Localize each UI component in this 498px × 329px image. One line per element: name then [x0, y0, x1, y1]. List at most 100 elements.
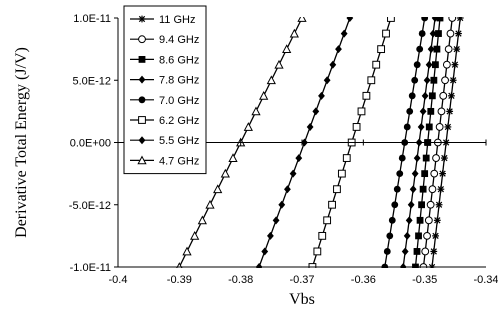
data-point	[401, 247, 409, 256]
data-point	[433, 216, 441, 224]
data-point	[318, 91, 325, 100]
data-point	[432, 61, 439, 69]
data-point	[444, 123, 452, 131]
data-point	[430, 169, 439, 178]
legend-entry: 7.0 GHz	[130, 95, 199, 107]
data-point	[417, 122, 425, 131]
data-point	[428, 185, 437, 194]
data-point	[403, 231, 411, 240]
data-point	[451, 61, 459, 69]
data-point	[266, 75, 276, 85]
data-point	[386, 232, 394, 240]
data-point	[297, 17, 307, 22]
legend-label: 11 GHz	[159, 14, 195, 26]
y-axis-title: Derivative Total Energy (J/V)	[13, 47, 30, 238]
data-point	[446, 29, 455, 38]
x-tick-label: -0.35	[412, 274, 437, 286]
data-point	[284, 185, 291, 194]
data-point	[405, 216, 413, 225]
data-point	[367, 76, 376, 85]
legend-label: 4.7 GHz	[159, 155, 199, 167]
legend-label: 7.0 GHz	[159, 95, 199, 107]
data-point	[182, 246, 192, 256]
data-point	[433, 45, 441, 53]
data-point	[441, 76, 449, 85]
data-point	[352, 123, 361, 131]
legend-label: 8.6 GHz	[159, 54, 199, 66]
data-point	[412, 263, 419, 268]
data-point	[432, 232, 439, 240]
legend-marker	[138, 136, 146, 145]
data-point	[439, 91, 448, 100]
data-point	[251, 106, 261, 116]
data-point	[393, 185, 401, 193]
data-point	[274, 59, 284, 69]
data-point	[329, 60, 337, 69]
legend-box	[123, 5, 207, 175]
data-point	[430, 76, 438, 84]
y-tick-label: -5.0E-12	[69, 200, 111, 212]
data-point	[213, 184, 223, 194]
data-point	[228, 153, 238, 162]
data-point	[272, 216, 280, 225]
legend-entry: 6.2 GHz	[130, 115, 199, 127]
axes: 1.0E-115.0E-120.0E+00-5.0E-12-1.0E-11-0.…	[69, 13, 498, 286]
data-point	[408, 92, 416, 100]
data-point	[448, 92, 455, 100]
data-point	[421, 247, 430, 256]
series-7.8-ghz	[399, 17, 439, 268]
data-point	[318, 231, 327, 240]
data-point	[267, 231, 274, 240]
data-point	[422, 154, 430, 162]
y-tick-label: 1.0E-11	[73, 13, 111, 25]
data-point	[413, 154, 421, 163]
data-point	[430, 248, 438, 255]
data-point	[429, 29, 437, 38]
legend-label: 7.8 GHz	[159, 75, 199, 87]
x-tick-label: -0.34	[473, 274, 498, 286]
legend-entry: 5.5 GHz	[130, 135, 199, 147]
data-point	[411, 76, 419, 84]
legend-marker	[138, 15, 146, 23]
data-point	[418, 30, 426, 37]
data-point	[328, 200, 336, 209]
x-tick-label: -0.36	[351, 274, 376, 286]
data-point	[455, 30, 462, 37]
data-point	[431, 17, 439, 22]
legend-entry: 11 GHz	[130, 14, 195, 26]
data-point	[432, 154, 440, 162]
data-point	[435, 201, 443, 209]
data-point	[306, 122, 314, 131]
data-point	[425, 123, 433, 131]
data-point	[416, 45, 424, 53]
data-point	[418, 201, 425, 209]
data-point	[335, 45, 342, 54]
data-point	[382, 29, 390, 38]
data-point	[340, 29, 348, 38]
data-point	[421, 91, 429, 100]
legend-marker	[138, 116, 146, 124]
data-point	[197, 215, 207, 225]
legend-marker	[138, 96, 146, 104]
data-point	[387, 17, 395, 22]
data-point	[448, 17, 457, 22]
data-point	[295, 154, 303, 163]
data-point	[413, 61, 421, 69]
legend-marker	[138, 56, 146, 63]
data-point	[415, 232, 422, 240]
legend-marker	[138, 35, 146, 44]
x-tick-label: -0.4	[109, 274, 128, 286]
data-point	[396, 170, 404, 178]
data-point	[261, 247, 269, 256]
data-point	[442, 60, 451, 69]
data-point	[421, 17, 429, 22]
data-point	[357, 107, 366, 116]
data-point	[377, 45, 386, 54]
legend-label: 5.5 GHz	[159, 135, 199, 147]
series-11-ghz	[428, 17, 464, 268]
legend-label: 6.2 GHz	[159, 115, 199, 127]
legend-marker	[138, 75, 146, 84]
data-point	[437, 107, 446, 116]
